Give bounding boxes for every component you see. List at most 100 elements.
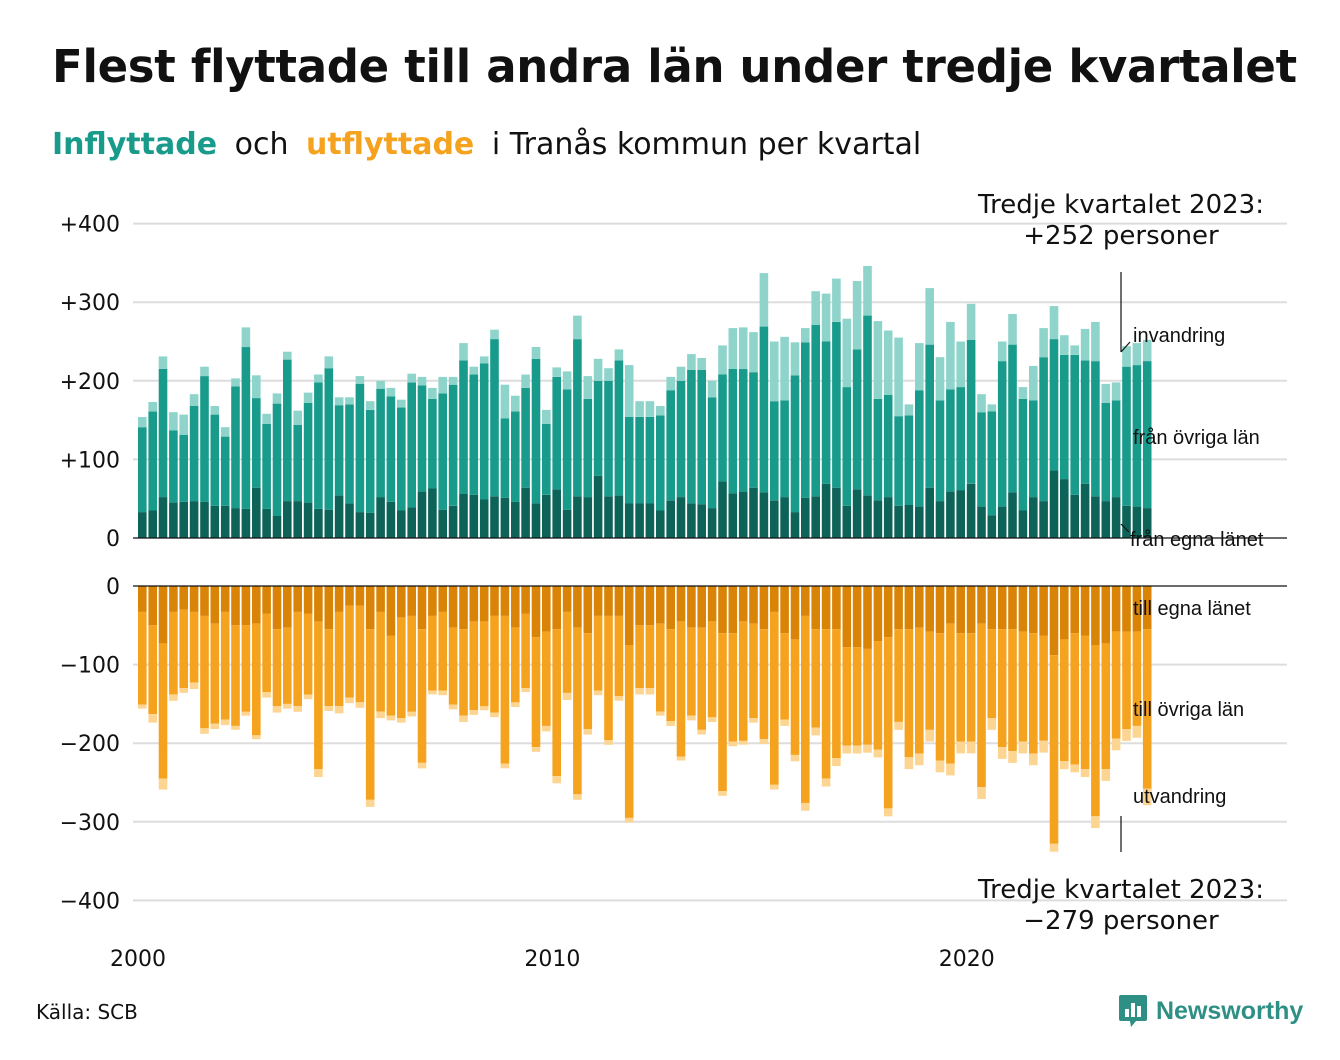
bar-out-own-53	[687, 586, 696, 628]
axes	[133, 272, 1287, 852]
bar-in-immigration-9	[231, 378, 240, 387]
bar-in-own-59	[749, 487, 758, 538]
bar-in-own-33	[479, 499, 489, 538]
bar-out-own-50	[656, 586, 665, 624]
bar-in-other-95	[1122, 366, 1131, 506]
bar-out-other-81	[977, 623, 986, 788]
bar-in-other-70	[863, 315, 872, 496]
bar-out-other-95	[1122, 631, 1131, 730]
bar-out-other-33	[479, 621, 489, 707]
y-tick-top-0: 0	[106, 527, 120, 552]
bar-out-other-65	[811, 629, 820, 728]
bar-in-other-97	[1142, 361, 1152, 509]
bar-out-own-3	[169, 586, 178, 612]
bar-in-own-35	[500, 497, 510, 538]
bar-out-own-30	[448, 586, 458, 628]
bar-out-emigration-71	[873, 749, 883, 758]
bar-out-own-12	[262, 586, 271, 614]
bar-out-own-51	[666, 586, 675, 630]
bar-out-own-70	[863, 586, 872, 649]
bar-out-emigration-74	[904, 757, 914, 770]
bar-out-own-69	[852, 586, 862, 648]
label-till-egna-lanet: till egna länet	[1133, 598, 1251, 620]
bar-in-immigration-94	[1111, 382, 1121, 401]
bar-out-other-44	[593, 615, 603, 691]
bar-in-other-37	[521, 387, 530, 488]
bar-out-other-84	[1008, 629, 1017, 751]
bar-out-own-0	[138, 586, 147, 612]
bar-out-other-3	[169, 611, 178, 695]
bar-in-own-74	[904, 505, 914, 538]
bar-in-immigration-33	[479, 356, 489, 364]
bar-out-own-5	[189, 586, 199, 612]
bar-out-emigration-34	[490, 712, 499, 718]
bar-in-own-41	[562, 509, 572, 538]
bar-in-other-16	[303, 402, 313, 503]
connector-invandring	[1120, 341, 1131, 353]
bar-in-own-86	[1029, 497, 1038, 538]
bar-out-own-49	[645, 586, 655, 626]
bar-in-own-9	[231, 508, 240, 538]
bar-in-other-34	[490, 339, 499, 497]
bar-out-emigration-61	[770, 784, 779, 790]
bar-in-other-5	[189, 406, 199, 502]
bar-out-emigration-83	[997, 747, 1007, 759]
bar-out-own-31	[459, 586, 468, 630]
bar-out-own-42	[573, 586, 582, 628]
bar-out-own-57	[728, 586, 738, 634]
bar-out-own-64	[801, 586, 810, 616]
bar-out-emigration-63	[790, 755, 800, 762]
y-tick-top-3: +300	[60, 291, 120, 316]
bar-out-emigration-93	[1101, 769, 1111, 781]
bar-in-own-16	[303, 502, 313, 538]
bar-out-other-5	[189, 611, 199, 683]
bar-in-other-32	[469, 374, 479, 495]
bar-in-own-24	[386, 501, 396, 538]
bar-in-other-50	[656, 415, 665, 511]
bar-in-other-2	[158, 369, 168, 498]
bar-out-other-12	[262, 613, 271, 693]
bar-out-other-89	[1060, 639, 1069, 762]
bar-out-other-29	[438, 611, 447, 691]
bar-out-emigration-59	[749, 718, 758, 723]
bar-in-other-59	[749, 372, 758, 488]
bar-out-own-44	[593, 586, 603, 616]
bar-in-other-15	[293, 424, 302, 501]
bar-out-other-78	[946, 623, 955, 764]
bar-in-own-84	[1008, 492, 1017, 538]
bar-in-other-48	[635, 417, 644, 504]
bar-out-emigration-69	[852, 745, 862, 754]
bar-out-own-33	[479, 586, 489, 622]
bar-in-immigration-90	[1070, 345, 1079, 355]
bar-in-immigration-52	[676, 366, 686, 381]
bar-in-immigration-65	[811, 291, 820, 325]
bar-in-other-85	[1018, 398, 1028, 511]
bar-out-own-27	[417, 586, 427, 630]
bar-in-own-66	[821, 483, 831, 538]
bar-out-emigration-35	[500, 763, 510, 769]
bar-out-emigration-49	[645, 688, 655, 695]
bar-in-other-66	[821, 341, 831, 484]
outflow-bars	[138, 586, 1152, 852]
bar-out-emigration-91	[1080, 769, 1090, 777]
bar-out-own-2	[158, 586, 168, 644]
bar-in-own-8	[220, 505, 230, 538]
bar-in-own-25	[397, 510, 406, 538]
bar-out-own-45	[604, 586, 613, 616]
bar-in-own-64	[801, 497, 810, 538]
bar-out-own-66	[821, 586, 831, 630]
bar-out-emigration-42	[573, 794, 582, 800]
bar-in-other-17	[314, 382, 323, 509]
bar-in-own-89	[1060, 479, 1069, 539]
bar-out-emigration-18	[324, 706, 334, 711]
bar-in-own-88	[1049, 470, 1059, 538]
bar-out-other-94	[1111, 631, 1121, 739]
bar-in-immigration-66	[821, 293, 831, 342]
bar-out-emigration-26	[407, 711, 416, 717]
bar-out-emigration-86	[1029, 753, 1038, 766]
annotation-top-line1: Tredje kvartalet 2023:	[977, 190, 1264, 220]
bar-out-emigration-20	[345, 697, 354, 704]
bar-in-immigration-11	[252, 375, 261, 399]
bar-in-immigration-37	[521, 374, 530, 388]
bar-in-immigration-80	[966, 303, 976, 340]
